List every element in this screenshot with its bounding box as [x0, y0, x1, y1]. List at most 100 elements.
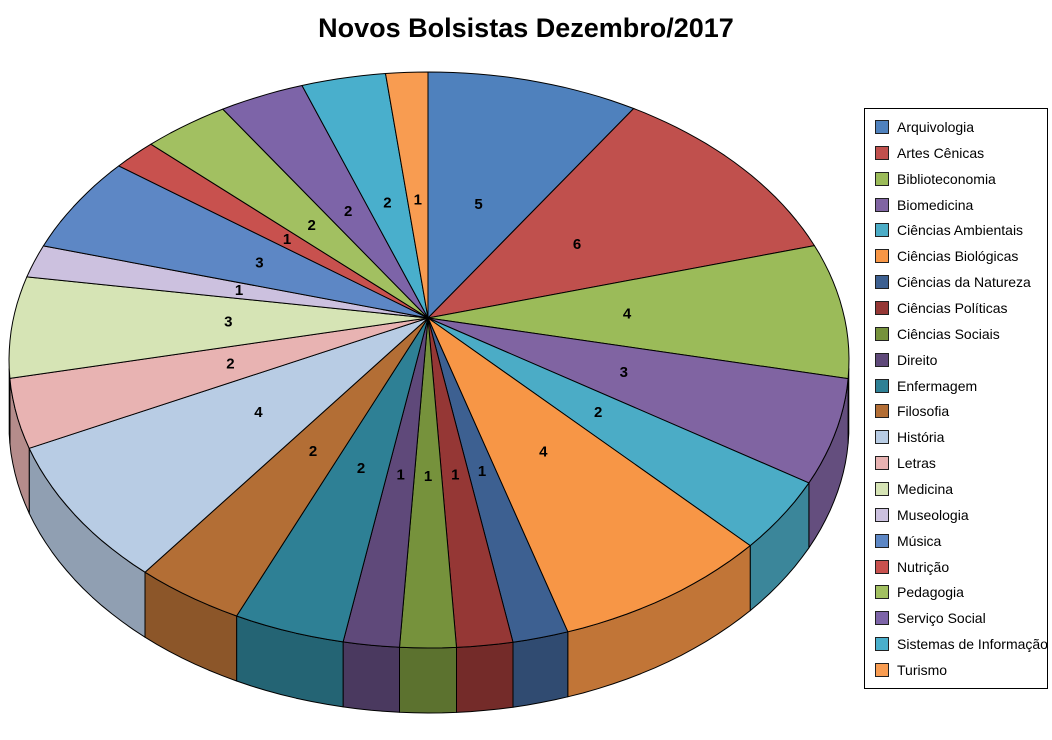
pie-slice-side-7 [456, 641, 514, 713]
legend-swatch-icon [875, 249, 889, 264]
legend-swatch-icon [875, 326, 889, 341]
legend-item-14: Medicina [875, 481, 1045, 497]
pie-slice-4 [427, 317, 810, 547]
legend-label: Medicina [897, 480, 954, 497]
legend-label: Pedagogia [897, 584, 964, 601]
legend-swatch-icon [875, 507, 889, 522]
slice-value-label-11: 2 [309, 443, 317, 460]
slice-value-label-16: 3 [255, 254, 263, 271]
legend-item-11: Filosofia [875, 403, 1045, 419]
pie-slice-13 [9, 317, 429, 449]
legend-swatch-icon [875, 197, 889, 212]
legend-label: História [897, 429, 945, 446]
slice-value-label-18: 2 [308, 217, 316, 234]
legend-label: Enfermagem [897, 377, 978, 394]
legend-swatch-icon [875, 352, 889, 367]
legend-item-3: Biomedicina [875, 197, 1045, 213]
slice-value-label-9: 1 [397, 467, 405, 484]
chart-title: Novos Bolsistas Dezembro/2017 [318, 13, 734, 43]
legend-item-10: Enfermagem [875, 378, 1045, 394]
legend-item-0: Arquivologia [875, 119, 1045, 135]
legend-item-2: Biblioteconomia [875, 171, 1045, 187]
legend-swatch-icon [875, 145, 889, 160]
pie-slice-side-8 [399, 646, 457, 714]
legend-label: Museologia [897, 506, 969, 523]
slice-value-label-15: 1 [235, 282, 243, 299]
legend-label: Nutrição [897, 558, 950, 575]
pie-slice-10 [236, 317, 429, 643]
legend-label: Biomedicina [897, 196, 974, 213]
slice-value-label-6: 1 [478, 463, 486, 480]
legend-swatch-icon [875, 559, 889, 574]
legend-item-19: Serviço Social [875, 610, 1045, 626]
legend-label: Música [897, 532, 942, 549]
legend-swatch-icon [875, 300, 889, 315]
legend-swatch-icon [875, 481, 889, 496]
slice-value-label-12: 4 [254, 404, 263, 421]
legend-item-4: Ciências Ambientais [875, 222, 1045, 238]
legend-label: Biblioteconomia [897, 170, 996, 187]
pie-slice-12 [28, 317, 429, 573]
slice-value-label-5: 4 [539, 443, 548, 460]
legend-item-18: Pedagogia [875, 584, 1045, 600]
pie-slice-5 [427, 317, 751, 633]
pie-slice-11 [144, 317, 429, 617]
legend-item-15: Museologia [875, 507, 1045, 523]
legend-swatch-icon [875, 378, 889, 393]
legend-label: Filosofia [897, 403, 950, 420]
legend-label: Ciências Biológicas [897, 248, 1019, 265]
legend-item-9: Direito [875, 352, 1045, 368]
slice-value-label-7: 1 [451, 467, 459, 484]
legend-label: Ciências Políticas [897, 299, 1008, 316]
legend-item-17: Nutrição [875, 559, 1045, 575]
legend-item-20: Sistemas de Informação [875, 636, 1048, 652]
slice-value-label-17: 1 [283, 231, 291, 248]
slice-value-label-4: 2 [594, 404, 602, 421]
legend-swatch-icon [875, 456, 889, 471]
pie-slice-side-9 [342, 641, 400, 713]
slice-value-label-13: 2 [226, 355, 234, 372]
slice-value-label-19: 2 [344, 203, 352, 220]
legend-item-13: Letras [875, 455, 1045, 471]
legend-label: Turismo [897, 661, 948, 678]
legend-swatch-icon [875, 223, 889, 238]
legend-swatch-icon [875, 430, 889, 445]
legend-swatch-icon [875, 275, 889, 290]
legend-item-21: Turismo [875, 662, 1045, 678]
legend-item-5: Ciências Biológicas [875, 248, 1045, 264]
legend-label: Ciências da Natureza [897, 274, 1031, 291]
legend-swatch-icon [875, 404, 889, 419]
legend-item-8: Ciências Sociais [875, 326, 1045, 342]
legend-label: Serviço Social [897, 610, 986, 627]
slice-value-label-1: 6 [573, 236, 581, 253]
legend-label: Ciências Sociais [897, 325, 1000, 342]
legend-swatch-icon [875, 533, 889, 548]
pie-slice-16 [42, 165, 429, 319]
slice-value-label-21: 1 [414, 192, 422, 209]
legend-swatch-icon [875, 119, 889, 134]
legend-item-12: História [875, 429, 1045, 445]
slice-value-label-0: 5 [474, 196, 482, 213]
pie-slice-0 [427, 71, 635, 319]
legend-swatch-icon [875, 637, 889, 652]
legend-item-6: Ciências da Natureza [875, 274, 1045, 290]
legend-label: Ciências Ambientais [897, 222, 1024, 239]
pie-slice-1 [427, 108, 815, 319]
legend-item-7: Ciências Políticas [875, 300, 1045, 316]
legend-label: Arquivologia [897, 118, 975, 135]
legend-item-16: Música [875, 533, 1045, 549]
legend-label: Artes Cênicas [897, 144, 985, 161]
pie-slice-21 [385, 71, 429, 319]
legend-swatch-icon [875, 171, 889, 186]
pie-slice-2 [427, 245, 850, 380]
legend-item-1: Artes Cênicas [875, 145, 1045, 161]
slice-value-label-14: 3 [224, 314, 232, 331]
pie-slice-19 [222, 85, 429, 319]
legend-swatch-icon [875, 585, 889, 600]
slice-value-label-2: 4 [623, 306, 632, 323]
pie-slice-14 [8, 276, 429, 379]
pie-slice-18 [150, 108, 429, 319]
legend-label: Direito [897, 351, 938, 368]
legend-swatch-icon [875, 611, 889, 626]
